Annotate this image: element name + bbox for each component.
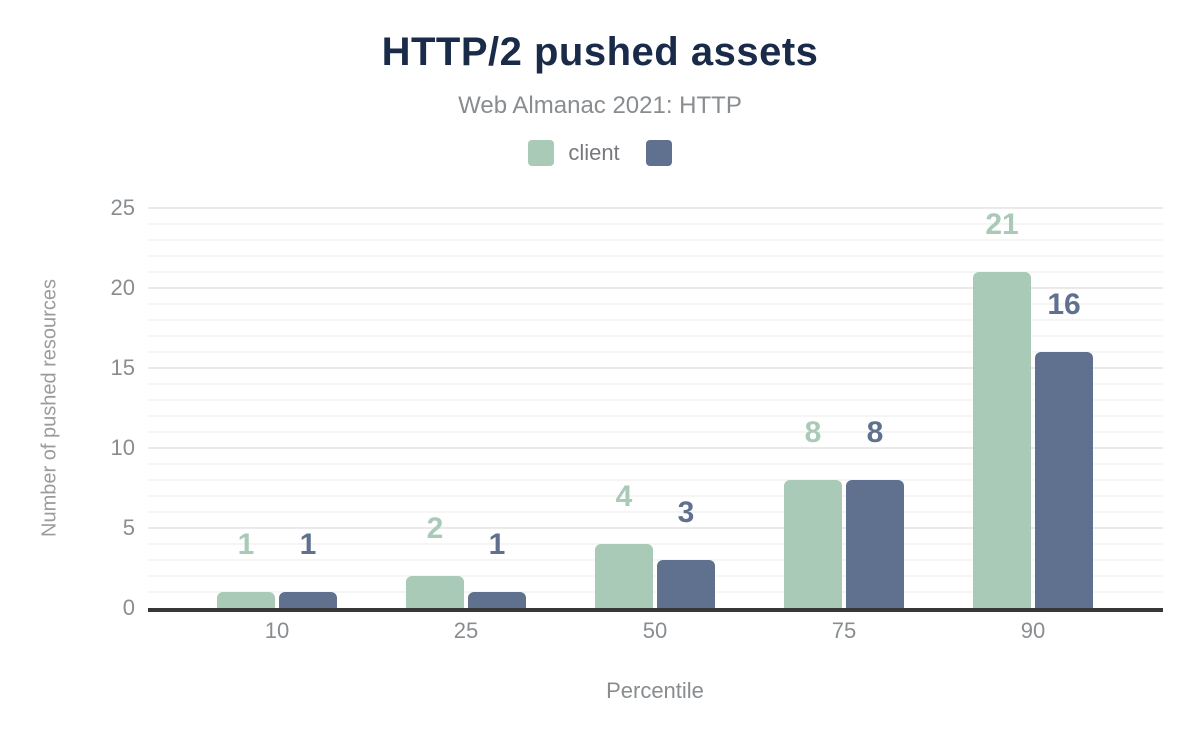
gridline <box>148 431 1163 433</box>
gridline <box>148 271 1163 273</box>
gridline <box>148 495 1163 497</box>
gridline <box>148 527 1163 529</box>
bar-client-p25[interactable] <box>406 576 464 608</box>
plot-area: 1 1 2 1 4 3 8 8 21 16 <box>148 207 1163 612</box>
legend-label: client <box>568 140 620 165</box>
gridline <box>148 335 1163 337</box>
gridline <box>148 399 1163 401</box>
gridline <box>148 543 1163 545</box>
bar-client-p10[interactable] <box>217 592 275 608</box>
gridline <box>148 463 1163 465</box>
chart-subtitle: Web Almanac 2021: HTTP <box>458 92 742 119</box>
bar-client-p75[interactable] <box>784 480 842 608</box>
gridline <box>148 223 1163 225</box>
bar-series2-p25[interactable] <box>468 592 526 608</box>
bar-series2-p90[interactable] <box>1035 352 1093 608</box>
bar-client-p90[interactable] <box>973 272 1031 608</box>
gridline <box>148 511 1163 513</box>
bar-value-label: 1 <box>237 528 255 561</box>
legend-item-client[interactable]: client <box>528 140 620 166</box>
chart-title: HTTP/2 pushed assets <box>381 30 819 74</box>
gridline <box>148 415 1163 417</box>
gridline <box>148 287 1163 289</box>
bar-value-label: 8 <box>866 416 884 449</box>
bar-value-label: 16 <box>1047 288 1081 321</box>
legend-swatch <box>528 140 555 166</box>
y-tick-label: 25 <box>110 195 135 220</box>
x-axis-ticks: 10 25 50 75 90 <box>148 620 1163 650</box>
legend-swatch <box>645 140 672 166</box>
gridline <box>148 575 1163 577</box>
y-tick-label: 15 <box>110 355 135 380</box>
gridline <box>148 383 1163 385</box>
x-axis-title: Percentile <box>606 678 704 703</box>
gridline <box>148 207 1163 209</box>
bar-value-label: 2 <box>426 512 444 545</box>
gridline <box>148 559 1163 561</box>
bar-client-p50[interactable] <box>595 544 653 608</box>
bar-series2-p10[interactable] <box>279 592 337 608</box>
gridline <box>148 351 1163 353</box>
x-tick-label: 10 <box>264 618 290 643</box>
legend: client <box>0 140 1200 166</box>
y-tick-label: 20 <box>110 275 135 300</box>
y-axis-title: Number of pushed resources <box>38 279 61 537</box>
x-tick-label: 50 <box>642 618 668 643</box>
bar-value-label: 1 <box>488 528 506 561</box>
gridline <box>148 303 1163 305</box>
bar-series2-p50[interactable] <box>657 560 715 608</box>
gridline <box>148 591 1163 593</box>
y-axis-ticks: 0 5 10 15 20 25 <box>65 197 135 619</box>
gridline <box>148 239 1163 241</box>
bar-value-label: 4 <box>615 480 633 513</box>
x-tick-label: 90 <box>1020 618 1046 643</box>
y-tick-label: 10 <box>110 435 135 460</box>
gridline <box>148 319 1163 321</box>
bar-series2-p75[interactable] <box>846 480 904 608</box>
bar-value-label: 1 <box>299 528 317 561</box>
bar-value-label: 3 <box>677 496 695 529</box>
gridline <box>148 255 1163 257</box>
x-tick-label: 75 <box>831 618 857 643</box>
legend-item-series2[interactable] <box>645 140 672 166</box>
gridline <box>148 367 1163 369</box>
y-tick-label: 5 <box>122 515 135 540</box>
gridline <box>148 479 1163 481</box>
bar-value-label: 21 <box>985 208 1019 241</box>
bar-value-label: 8 <box>804 416 822 449</box>
x-tick-label: 25 <box>453 618 479 643</box>
gridline <box>148 447 1163 449</box>
y-tick-label: 0 <box>122 595 135 620</box>
